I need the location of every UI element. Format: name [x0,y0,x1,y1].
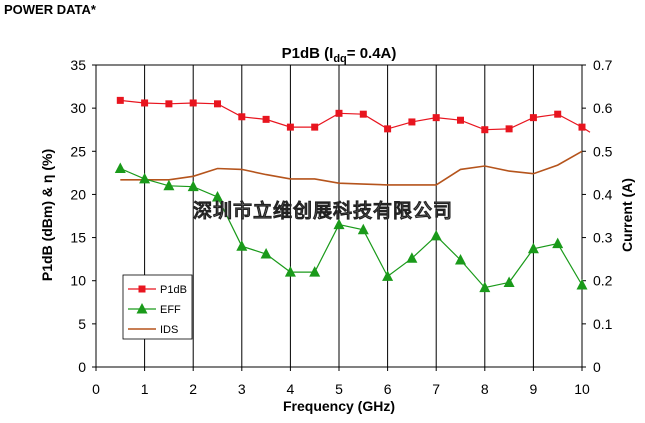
y-left-tick-label: 10 [70,273,86,289]
x-axis-title: Frequency (GHz) [283,398,395,414]
data-point-eff [260,247,272,259]
y-left-tick-label: 25 [70,143,86,159]
data-point-eff [455,254,466,265]
legend-entry-eff: EFF [128,303,181,316]
y-left-tick-label: 15 [70,230,86,246]
legend-entry-ids: IDS [128,324,178,336]
legend-marker [138,285,146,293]
page-header-title: POWER DATA* [4,2,96,17]
data-point-eff [284,266,296,277]
legend-label: P1dB [160,284,187,296]
data-point-p1db [189,99,197,107]
data-point-eff [187,180,199,192]
series-eff [114,162,588,293]
y-left-tick-label: 0 [78,359,86,375]
data-point-p1db [554,110,562,118]
data-point-eff [552,237,564,249]
data-point-eff [406,252,418,263]
y-right-tick-label: 0.3 [593,230,613,246]
y-left-tick-label: 35 [70,57,86,73]
x-tick-label: 2 [189,381,197,397]
legend-entries: P1dB EFF IDS [128,284,187,336]
data-point-p1db [141,99,149,107]
x-tick-label: 8 [481,381,489,397]
y-right-tick-label: 0.7 [593,57,613,73]
data-point-eff [163,179,175,191]
y-right-tick-label: 0.1 [593,316,613,332]
legend-marker [136,303,148,314]
series-line-ids [120,150,583,186]
legend: P1dB EFF IDS [122,274,193,340]
series [114,96,591,293]
y-left-axis-title: P1dB (dBm) & η (%) [39,149,55,281]
data-point-p1db [384,125,392,133]
data-point-p1db [262,115,270,123]
x-tick-label: 3 [238,381,246,397]
data-point-eff [430,229,442,241]
watermark: 深圳市立维创展科技有限公司 [193,199,453,222]
chart-title: P1dB (Idq= 0.4A) [282,45,397,65]
y-right-tick-label: 0 [593,359,601,375]
data-point-p1db [165,100,173,108]
legend-label: IDS [160,324,178,336]
data-point-p1db [505,125,513,133]
data-point-eff [479,281,491,293]
data-point-p1db [116,96,124,104]
series-ids [120,150,583,186]
data-point-eff [236,240,248,251]
y-right-tick-label: 0.6 [593,100,613,116]
y-right-tick-label: 0.5 [593,143,613,159]
data-point-p1db [578,123,586,131]
y-right-axis-title: Current (A) [619,178,635,252]
y-left-tick-label: 30 [70,100,86,116]
x-tick-label: 5 [335,381,343,397]
x-tick-labels: 0 1 2 3 4 5 6 7 8 9 10 [92,381,590,397]
data-point-p1db [238,113,246,121]
data-point-eff [576,279,588,290]
data-point-p1db [311,123,319,131]
data-point-p1db [432,114,440,122]
data-point-p1db [408,118,416,126]
x-tick-label: 7 [432,381,440,397]
series-p1db [116,96,591,134]
x-tick-label: 0 [92,381,100,397]
chart-title-subscript: dq [333,53,346,65]
data-point-p1db [359,110,367,118]
data-point-p1db [214,100,221,108]
y-right-tick-label: 0.4 [593,186,613,202]
y-left-tick-labels: 0 5 10 15 20 25 30 35 [70,57,86,375]
data-point-p1db [481,126,489,134]
y-left-tick-label: 5 [78,316,86,332]
x-tick-label: 9 [530,381,538,397]
axis-ticks [92,64,586,371]
y-right-tick-label: 0.2 [593,273,613,289]
data-point-eff [114,162,126,174]
data-point-eff [357,223,369,235]
data-point-eff [139,172,151,184]
legend-label: EFF [160,304,181,316]
x-tick-label: 4 [287,381,295,397]
x-tick-label: 1 [141,381,149,397]
x-tick-label: 6 [384,381,392,397]
data-point-p1db [335,109,343,117]
y-right-tick-labels: 0 0.1 0.2 0.3 0.4 0.5 0.6 0.7 [593,57,613,375]
data-point-eff [382,270,394,281]
data-point-eff [333,218,345,230]
y-left-tick-label: 20 [70,186,86,202]
chart-title-main: P1dB (I [282,45,334,62]
data-point-eff [527,242,539,254]
data-point-p1db [286,123,294,131]
data-point-eff [212,191,223,202]
data-point-p1db [457,116,464,124]
chart-title-tail: = 0.4A) [347,45,397,62]
data-point-eff [503,276,515,287]
x-tick-label: 10 [574,381,590,397]
data-point-eff [309,266,321,277]
legend-entry-p1db: P1dB [128,284,187,296]
data-point-p1db [529,114,537,122]
